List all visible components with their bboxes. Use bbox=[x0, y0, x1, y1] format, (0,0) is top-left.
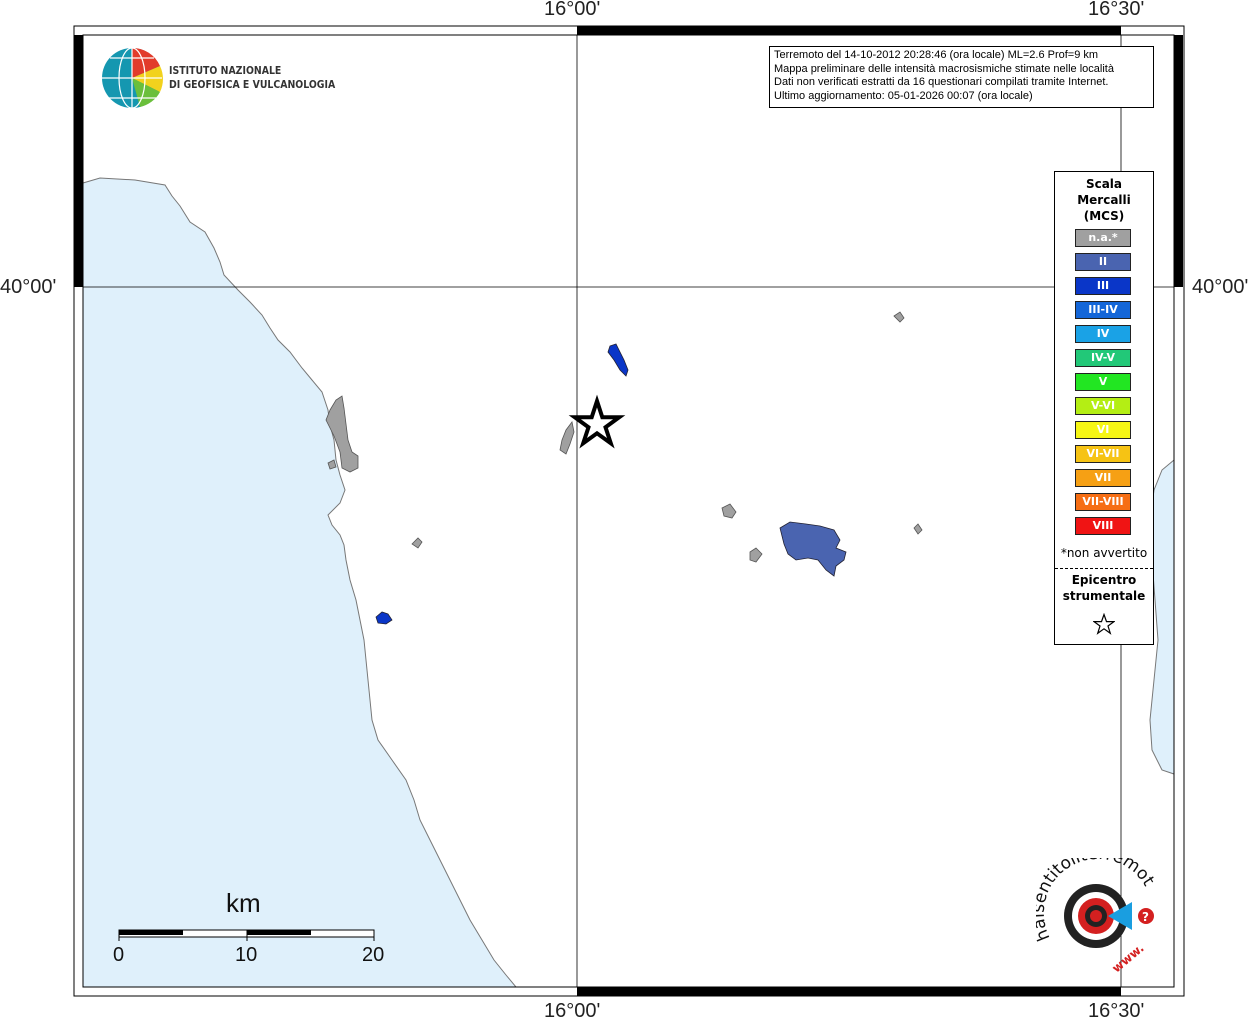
ionian-sea bbox=[1149, 458, 1175, 775]
municipality-III-north bbox=[607, 343, 629, 377]
institute-line2: DI GEOFISICA E VULCANOLOGIA bbox=[169, 78, 336, 91]
haisentito-www: www. bbox=[1109, 941, 1146, 976]
epicenter-star-icon bbox=[568, 394, 626, 449]
municipality-na-east1 bbox=[721, 503, 737, 519]
legend-title-line3: (MCS) bbox=[1083, 209, 1125, 223]
intensity-legend: Scala Mercalli (MCS) n.a.* II III III-IV IV I… bbox=[1054, 171, 1154, 645]
frame-band-top bbox=[577, 26, 1121, 35]
legend-item: VII bbox=[1075, 469, 1131, 487]
legend-item: VI bbox=[1075, 421, 1131, 439]
legend-item: IV-V bbox=[1075, 349, 1131, 367]
legend-epicenter-line1: Epicentro bbox=[1071, 573, 1137, 587]
lon-label-top-1630: 16°30' bbox=[1088, 0, 1145, 20]
legend-item: III-IV bbox=[1075, 301, 1131, 319]
municipality-na-small1 bbox=[327, 459, 337, 470]
legend-title: Scala Mercalli (MCS) bbox=[1055, 176, 1153, 224]
frame-band-left bbox=[74, 35, 83, 287]
ingv-logo-icon bbox=[102, 47, 163, 109]
legend-item: VII-VIII bbox=[1075, 493, 1131, 511]
scale-tick-10: 10 bbox=[235, 944, 258, 966]
legend-item: IV bbox=[1075, 325, 1131, 343]
legend-note: *non avvertito bbox=[1060, 546, 1148, 560]
municipality-na-east4 bbox=[913, 523, 923, 535]
frame-band-bottom bbox=[577, 987, 1121, 996]
haisentito-question: ? bbox=[1142, 910, 1149, 924]
legend-epicenter-label: Epicentro strumentale bbox=[1055, 572, 1153, 604]
scale-bar-seg1 bbox=[119, 930, 183, 935]
info-line3: Dati non verificati estratti da 16 quest… bbox=[774, 76, 1109, 88]
haisentito-logo-icon: haisentitoilterremoto.it ? www. bbox=[1036, 858, 1158, 976]
lat-label-right-4000: 40°00' bbox=[1192, 276, 1249, 298]
frame-band-right bbox=[1174, 35, 1183, 287]
institute-name: ISTITUTO NAZIONALE DI GEOFISICA E VULCAN… bbox=[169, 64, 335, 92]
legend-item: III bbox=[1075, 277, 1131, 295]
lat-label-left-4000: 40°00' bbox=[0, 276, 57, 298]
municipality-na-west bbox=[411, 537, 423, 549]
legend-title-line2: Mercalli bbox=[1077, 193, 1131, 207]
legend-item: n.a.* bbox=[1075, 229, 1131, 247]
scale-tick-20: 20 bbox=[362, 944, 385, 966]
legend-item: V bbox=[1075, 373, 1131, 391]
legend-item: VIII bbox=[1075, 517, 1131, 535]
lon-label-bottom-1600: 16°00' bbox=[544, 1000, 601, 1022]
info-line2: Mappa preliminare delle intensità macros… bbox=[774, 62, 1114, 75]
municipality-na-east2 bbox=[749, 547, 763, 563]
lon-label-top-1600: 16°00' bbox=[544, 0, 601, 20]
lon-label-bottom-1630: 16°30' bbox=[1088, 1000, 1145, 1022]
tyrrhenian-sea bbox=[82, 177, 518, 988]
info-line1: Terremoto del 14-10-2012 20:28:46 (ora l… bbox=[774, 49, 1099, 61]
legend-item: V-VI bbox=[1075, 397, 1131, 415]
municipality-II-east bbox=[779, 521, 847, 577]
scale-bar-seg3 bbox=[247, 930, 311, 935]
scale-unit-label: km bbox=[226, 888, 261, 918]
legend-separator bbox=[1055, 568, 1153, 569]
legend-title-line1: Scala bbox=[1085, 177, 1123, 191]
legend-epicenter-line2: strumentale bbox=[1062, 589, 1146, 603]
municipality-III-southwest bbox=[375, 611, 393, 625]
municipality-na-center bbox=[559, 421, 575, 455]
legend-star-icon bbox=[1093, 613, 1115, 635]
scale-tick-0: 0 bbox=[113, 944, 125, 966]
municipality-na-coast bbox=[325, 395, 359, 473]
institute-line1: ISTITUTO NAZIONALE bbox=[169, 64, 282, 77]
event-info-box: Terremoto del 14-10-2012 20:28:46 (ora l… bbox=[769, 46, 1154, 108]
municipality-na-east3 bbox=[893, 311, 905, 323]
info-line4: Ultimo aggiornamento: 05-01-2026 00:07 (… bbox=[774, 89, 1033, 102]
legend-item: VI-VII bbox=[1075, 445, 1131, 463]
legend-item: II bbox=[1075, 253, 1131, 271]
legend-items: n.a.* II III III-IV IV IV-V V V-VI VI VI-VII VII VI… bbox=[1075, 229, 1131, 541]
